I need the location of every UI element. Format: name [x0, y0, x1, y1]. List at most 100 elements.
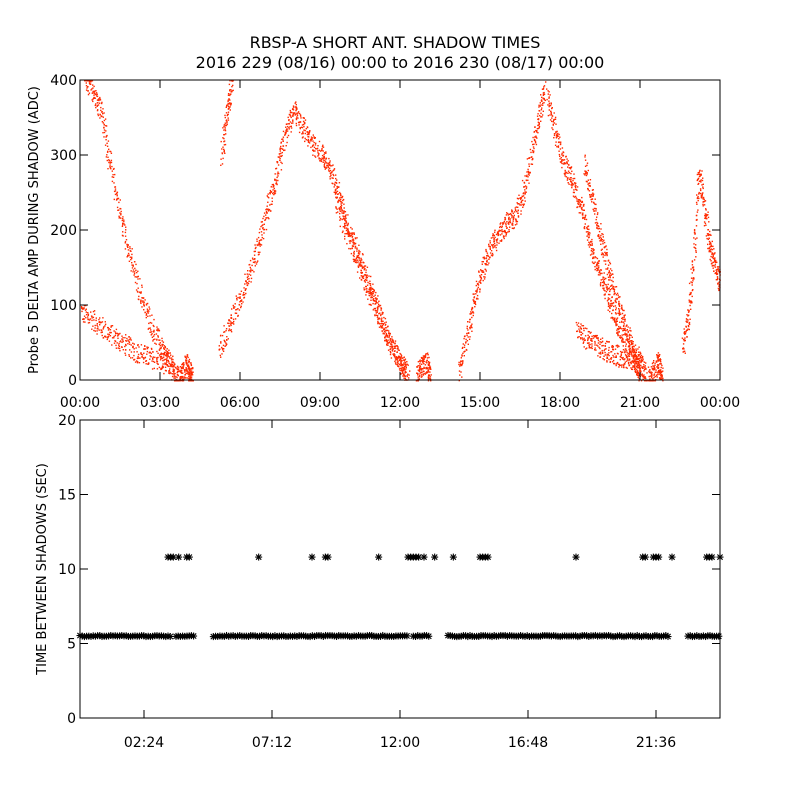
top-data-point [138, 295, 140, 298]
top-data-point [630, 361, 632, 364]
top-data-point [541, 100, 543, 102]
top-data-point [349, 240, 352, 242]
top-data-point [640, 357, 643, 359]
top-data-point [603, 246, 605, 249]
top-data-point [638, 358, 640, 360]
top-data-point [497, 234, 499, 237]
top-data-point [473, 297, 475, 299]
top-data-point [581, 332, 584, 335]
top-data-point [509, 212, 512, 215]
bottom-data-point [324, 553, 332, 561]
top-data-point [489, 246, 491, 248]
top-data-point [128, 254, 130, 256]
top-data-point [596, 221, 598, 224]
top-data-point [504, 231, 506, 233]
top-data-point [270, 191, 273, 193]
top-data-point [306, 133, 309, 136]
top-data-point [703, 204, 706, 206]
top-data-point [629, 358, 631, 360]
top-data-point [643, 364, 645, 366]
top-data-point [132, 265, 134, 267]
top-data-point [501, 239, 503, 241]
top-data-point [704, 217, 706, 219]
top-data-point [582, 209, 584, 211]
top-data-point [190, 362, 192, 364]
top-data-point [106, 154, 108, 156]
top-data-point [347, 235, 350, 237]
chart-title-line2: 2016 229 (08/16) 00:00 to 2016 230 (08/1… [196, 53, 605, 72]
top-data-point [427, 361, 430, 363]
top-data-point [185, 360, 187, 362]
top-data-point [276, 173, 279, 175]
top-data-point [653, 380, 655, 382]
top-data-point [595, 218, 597, 221]
top-data-point [490, 250, 493, 252]
top-data-point [529, 148, 532, 151]
top-data-point [127, 343, 129, 345]
top-data-point [540, 120, 542, 122]
top-data-point [527, 176, 529, 178]
top-data-point [366, 279, 368, 281]
top-data-point [325, 157, 328, 159]
top-data-point [373, 298, 375, 300]
top-data-point [524, 189, 526, 191]
top-data-point [623, 365, 625, 367]
top-data-point [695, 201, 698, 204]
top-data-point [511, 227, 514, 229]
top-data-point [479, 276, 482, 278]
top-data-point [540, 94, 542, 96]
top-data-point [394, 362, 397, 364]
top-data-point [635, 349, 638, 352]
top-data-point [356, 256, 358, 258]
top-data-point [417, 376, 419, 378]
top-data-point [161, 340, 163, 342]
bottom-data-point [169, 553, 177, 561]
top-data-point [91, 99, 93, 101]
top-data-point [694, 232, 696, 234]
top-data-point [635, 363, 638, 365]
top-data-point [296, 112, 298, 114]
top-data-point [571, 182, 574, 185]
top-data-point [173, 375, 176, 377]
top-data-point [699, 173, 701, 176]
top-data-point [118, 347, 121, 350]
top-data-point [598, 346, 600, 349]
top-data-point [132, 346, 134, 349]
top-data-point [425, 367, 427, 369]
top-data-point [645, 362, 647, 364]
top-data-point [698, 182, 700, 185]
top-data-point [157, 328, 160, 330]
top-data-point [103, 131, 106, 134]
top-data-point [619, 326, 622, 328]
top-data-point [482, 256, 484, 259]
top-data-point [598, 271, 600, 274]
top-data-point [388, 330, 390, 332]
top-data-point [633, 361, 636, 363]
top-data-point [523, 182, 526, 184]
top-data-point [257, 251, 260, 253]
top-data-point [616, 332, 618, 334]
top-data-point [276, 162, 279, 164]
top-data-point [297, 112, 299, 114]
top-data-point [566, 163, 568, 165]
top-data-point [626, 351, 628, 354]
top-data-point [524, 191, 526, 193]
top-data-point [310, 146, 312, 149]
top-data-point [235, 312, 238, 314]
top-data-point [466, 340, 469, 342]
top-data-point [256, 261, 258, 263]
top-data-point [338, 207, 341, 209]
top-data-point [182, 380, 184, 382]
top-data-point [489, 240, 491, 242]
top-data-point [173, 366, 175, 368]
top-data-point [532, 146, 535, 148]
top-data-point [427, 374, 430, 377]
bottom-y-tick-label: 5 [67, 637, 76, 653]
top-data-point [593, 202, 595, 204]
top-data-point [87, 93, 90, 96]
top-data-point [256, 244, 258, 246]
top-data-point [503, 220, 505, 223]
top-data-point [355, 257, 358, 259]
top-data-point [294, 106, 297, 108]
top-data-point [225, 119, 228, 121]
